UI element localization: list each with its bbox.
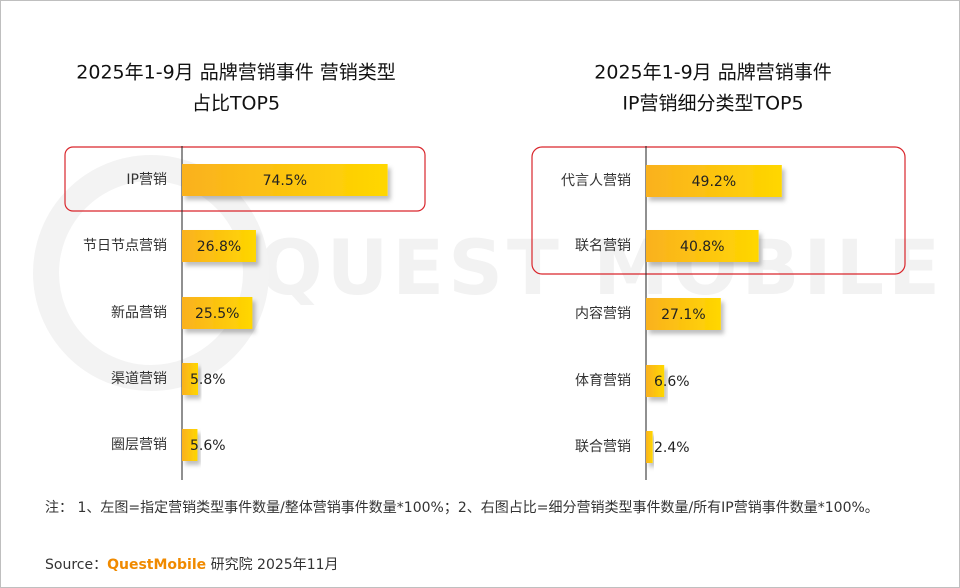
chart-title: 2025年1-9月 品牌营销事件 营销类型 [76,62,395,84]
value-label: 27.1% [661,307,705,323]
note: 注： 1、左图=指定营销类型事件数量/整体营销事件数量*100%；2、右图占比=… [45,500,879,516]
bar [182,230,256,262]
bar [646,431,653,463]
category-label: 节日节点营销 [83,238,167,254]
charts: QUEST MOBILE 2025年1-9月 品牌营销事件 营销类型占比TOP5… [33,62,944,480]
value-label: 5.6% [190,438,226,454]
value-label: 25.5% [195,306,239,322]
bar [646,230,759,262]
category-label: 体育营销 [575,373,631,389]
category-label: 联合营销 [575,439,631,455]
highlight-box [64,146,426,212]
bar [182,429,198,461]
category-label: 代言人营销 [561,173,631,189]
chart-title: 占比TOP5 [192,93,280,115]
category-label: 内容营销 [575,305,631,322]
bar [182,164,388,196]
bar [182,363,199,395]
category-label: 渠道营销 [111,371,167,387]
value-label: 2.4% [654,440,690,456]
watermark: QUEST MOBILE [258,223,944,312]
chart-title: IP营销细分类型TOP5 [622,93,803,115]
value-label: 74.5% [263,173,307,189]
watermark-logo [33,155,269,391]
bar [646,165,782,197]
value-label: 26.8% [197,239,241,255]
category-label: IP营销 [126,172,167,188]
value-label: 49.2% [692,174,736,190]
bar [646,298,721,330]
value-label: 40.8% [680,239,724,255]
bar [646,365,665,397]
highlight-box [531,146,906,275]
source-org: 研究院 2025年11月 [210,557,339,573]
value-label: 5.8% [190,372,226,388]
source: Source：QuestMobile 研究院 2025年11月 [45,554,339,574]
category-label: 联名营销 [575,238,631,254]
source-brand: QuestMobile [107,557,207,573]
chart-title: 2025年1-9月 品牌营销事件 [594,62,831,84]
value-label: 6.6% [654,374,690,390]
source-label: Source： [45,557,108,573]
bar [182,297,253,329]
category-label: 新品营销 [111,305,167,321]
category-label: 圈层营销 [111,437,167,453]
